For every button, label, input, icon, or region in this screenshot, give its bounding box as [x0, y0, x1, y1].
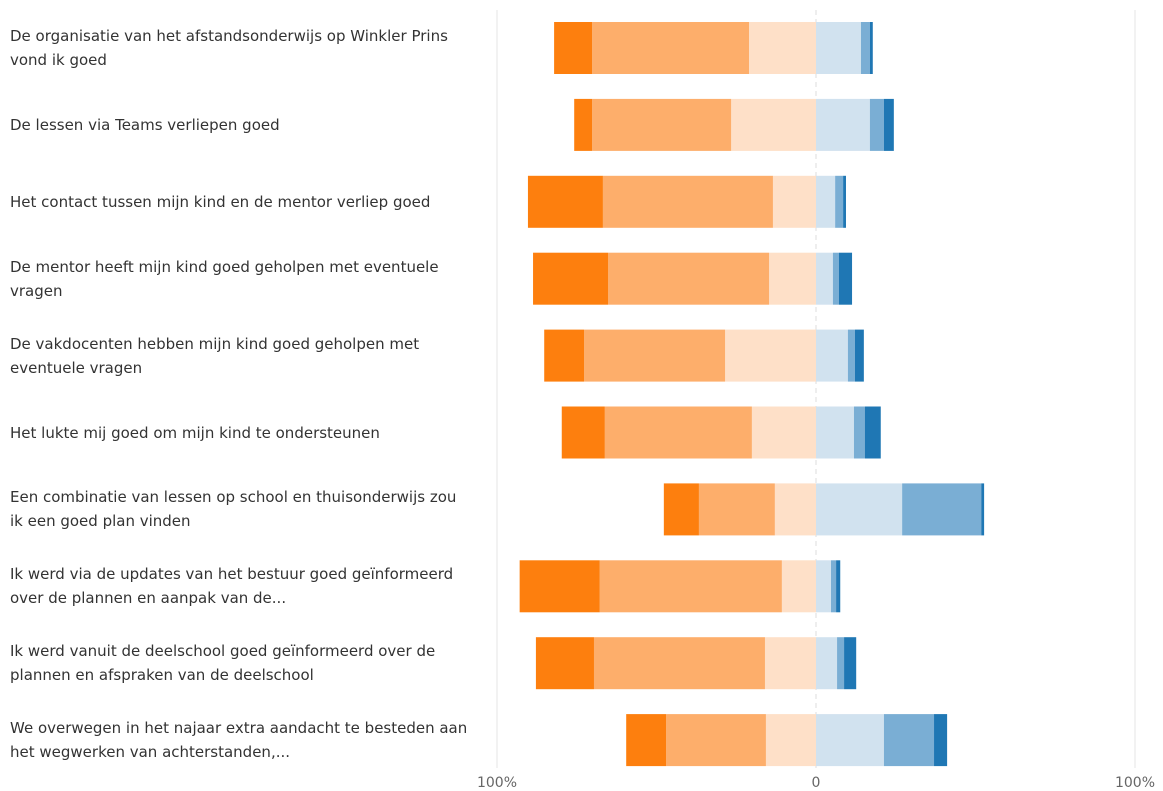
bar-segment: [593, 637, 765, 690]
bar-segment: [533, 252, 609, 305]
bar-segment: [883, 714, 935, 767]
bar-segment: [832, 252, 839, 305]
bar-segment: [544, 329, 585, 382]
bar-segment: [853, 406, 865, 459]
bar-segment: [765, 714, 816, 767]
bar-segment: [608, 252, 770, 305]
bar-segment: [981, 483, 985, 536]
bar-segment: [592, 22, 750, 74]
category-label: De vakdocenten hebben mijn kind goed geh…: [10, 334, 420, 377]
category-label: Ik werd via de updates van het bestuur g…: [10, 565, 454, 608]
bar-segment: [592, 98, 732, 151]
bar-segment: [838, 252, 853, 305]
x-tick-label: 100%: [1115, 775, 1155, 791]
bar-segment: [837, 637, 845, 690]
bar-segment: [869, 22, 873, 74]
bar-segment: [751, 406, 816, 459]
x-tick-label: 100%: [477, 775, 517, 791]
category-label: De organisatie van het afstandsonderwijs…: [10, 27, 448, 69]
category-label: Het lukte mij goed om mijn kind te onder…: [10, 423, 380, 442]
bar-segment: [830, 560, 837, 613]
bar-segment: [835, 175, 844, 228]
bar-segment: [934, 714, 948, 767]
bar-segment: [666, 714, 766, 767]
bar-segment: [816, 637, 838, 690]
bar-segment: [769, 252, 816, 305]
bar-segment: [883, 98, 894, 151]
bar-segment: [864, 406, 881, 459]
category-label: Het contact tussen mijn kind en de mento…: [10, 192, 431, 211]
bar-segment: [749, 22, 816, 74]
bar-segment: [854, 329, 864, 382]
bar-segment: [725, 329, 816, 382]
bar-segment: [816, 252, 833, 305]
bar-segment: [816, 560, 831, 613]
bar-segment: [663, 483, 699, 536]
bar-segment: [847, 329, 855, 382]
bar-segment: [772, 175, 816, 228]
bar-segment: [599, 560, 782, 613]
bar-segment: [816, 483, 903, 536]
bar-segment: [816, 22, 861, 74]
bar-segment: [816, 98, 870, 151]
bar-segment: [836, 560, 841, 613]
category-label: We overwegen in het najaar extra aandach…: [10, 719, 468, 762]
bar-segment: [844, 637, 857, 690]
bar-segment: [816, 714, 884, 767]
x-tick-label: 0: [812, 775, 821, 791]
category-label: De lessen via Teams verliepen goed: [10, 115, 280, 134]
bar-segment: [561, 406, 605, 459]
bar-segment: [869, 98, 884, 151]
bar-segment: [816, 175, 836, 228]
bar-segment: [554, 22, 593, 74]
category-label: Een combinatie van lessen op school en t…: [10, 488, 457, 531]
bar-segment: [519, 560, 600, 613]
bar-segment: [626, 714, 667, 767]
category-label: De mentor heeft mijn kind goed geholpen …: [10, 257, 439, 300]
bar-segment: [816, 329, 848, 382]
bar-segment: [527, 175, 603, 228]
bar-segment: [604, 406, 752, 459]
bar-segment: [535, 637, 594, 690]
bar-segment: [774, 483, 816, 536]
bar-segment: [698, 483, 775, 536]
bar-segment: [574, 98, 593, 151]
bar-segment: [584, 329, 726, 382]
bar-segment: [816, 406, 854, 459]
bar-segment: [731, 98, 816, 151]
bar-segment: [781, 560, 816, 613]
bar-segment: [843, 175, 846, 228]
bar-segment: [764, 637, 816, 690]
bar-segment: [860, 22, 870, 74]
bar-segment: [602, 175, 773, 228]
bar-segment: [902, 483, 982, 536]
category-label: Ik werd vanuit de deelschool goed geïnfo…: [10, 642, 436, 685]
